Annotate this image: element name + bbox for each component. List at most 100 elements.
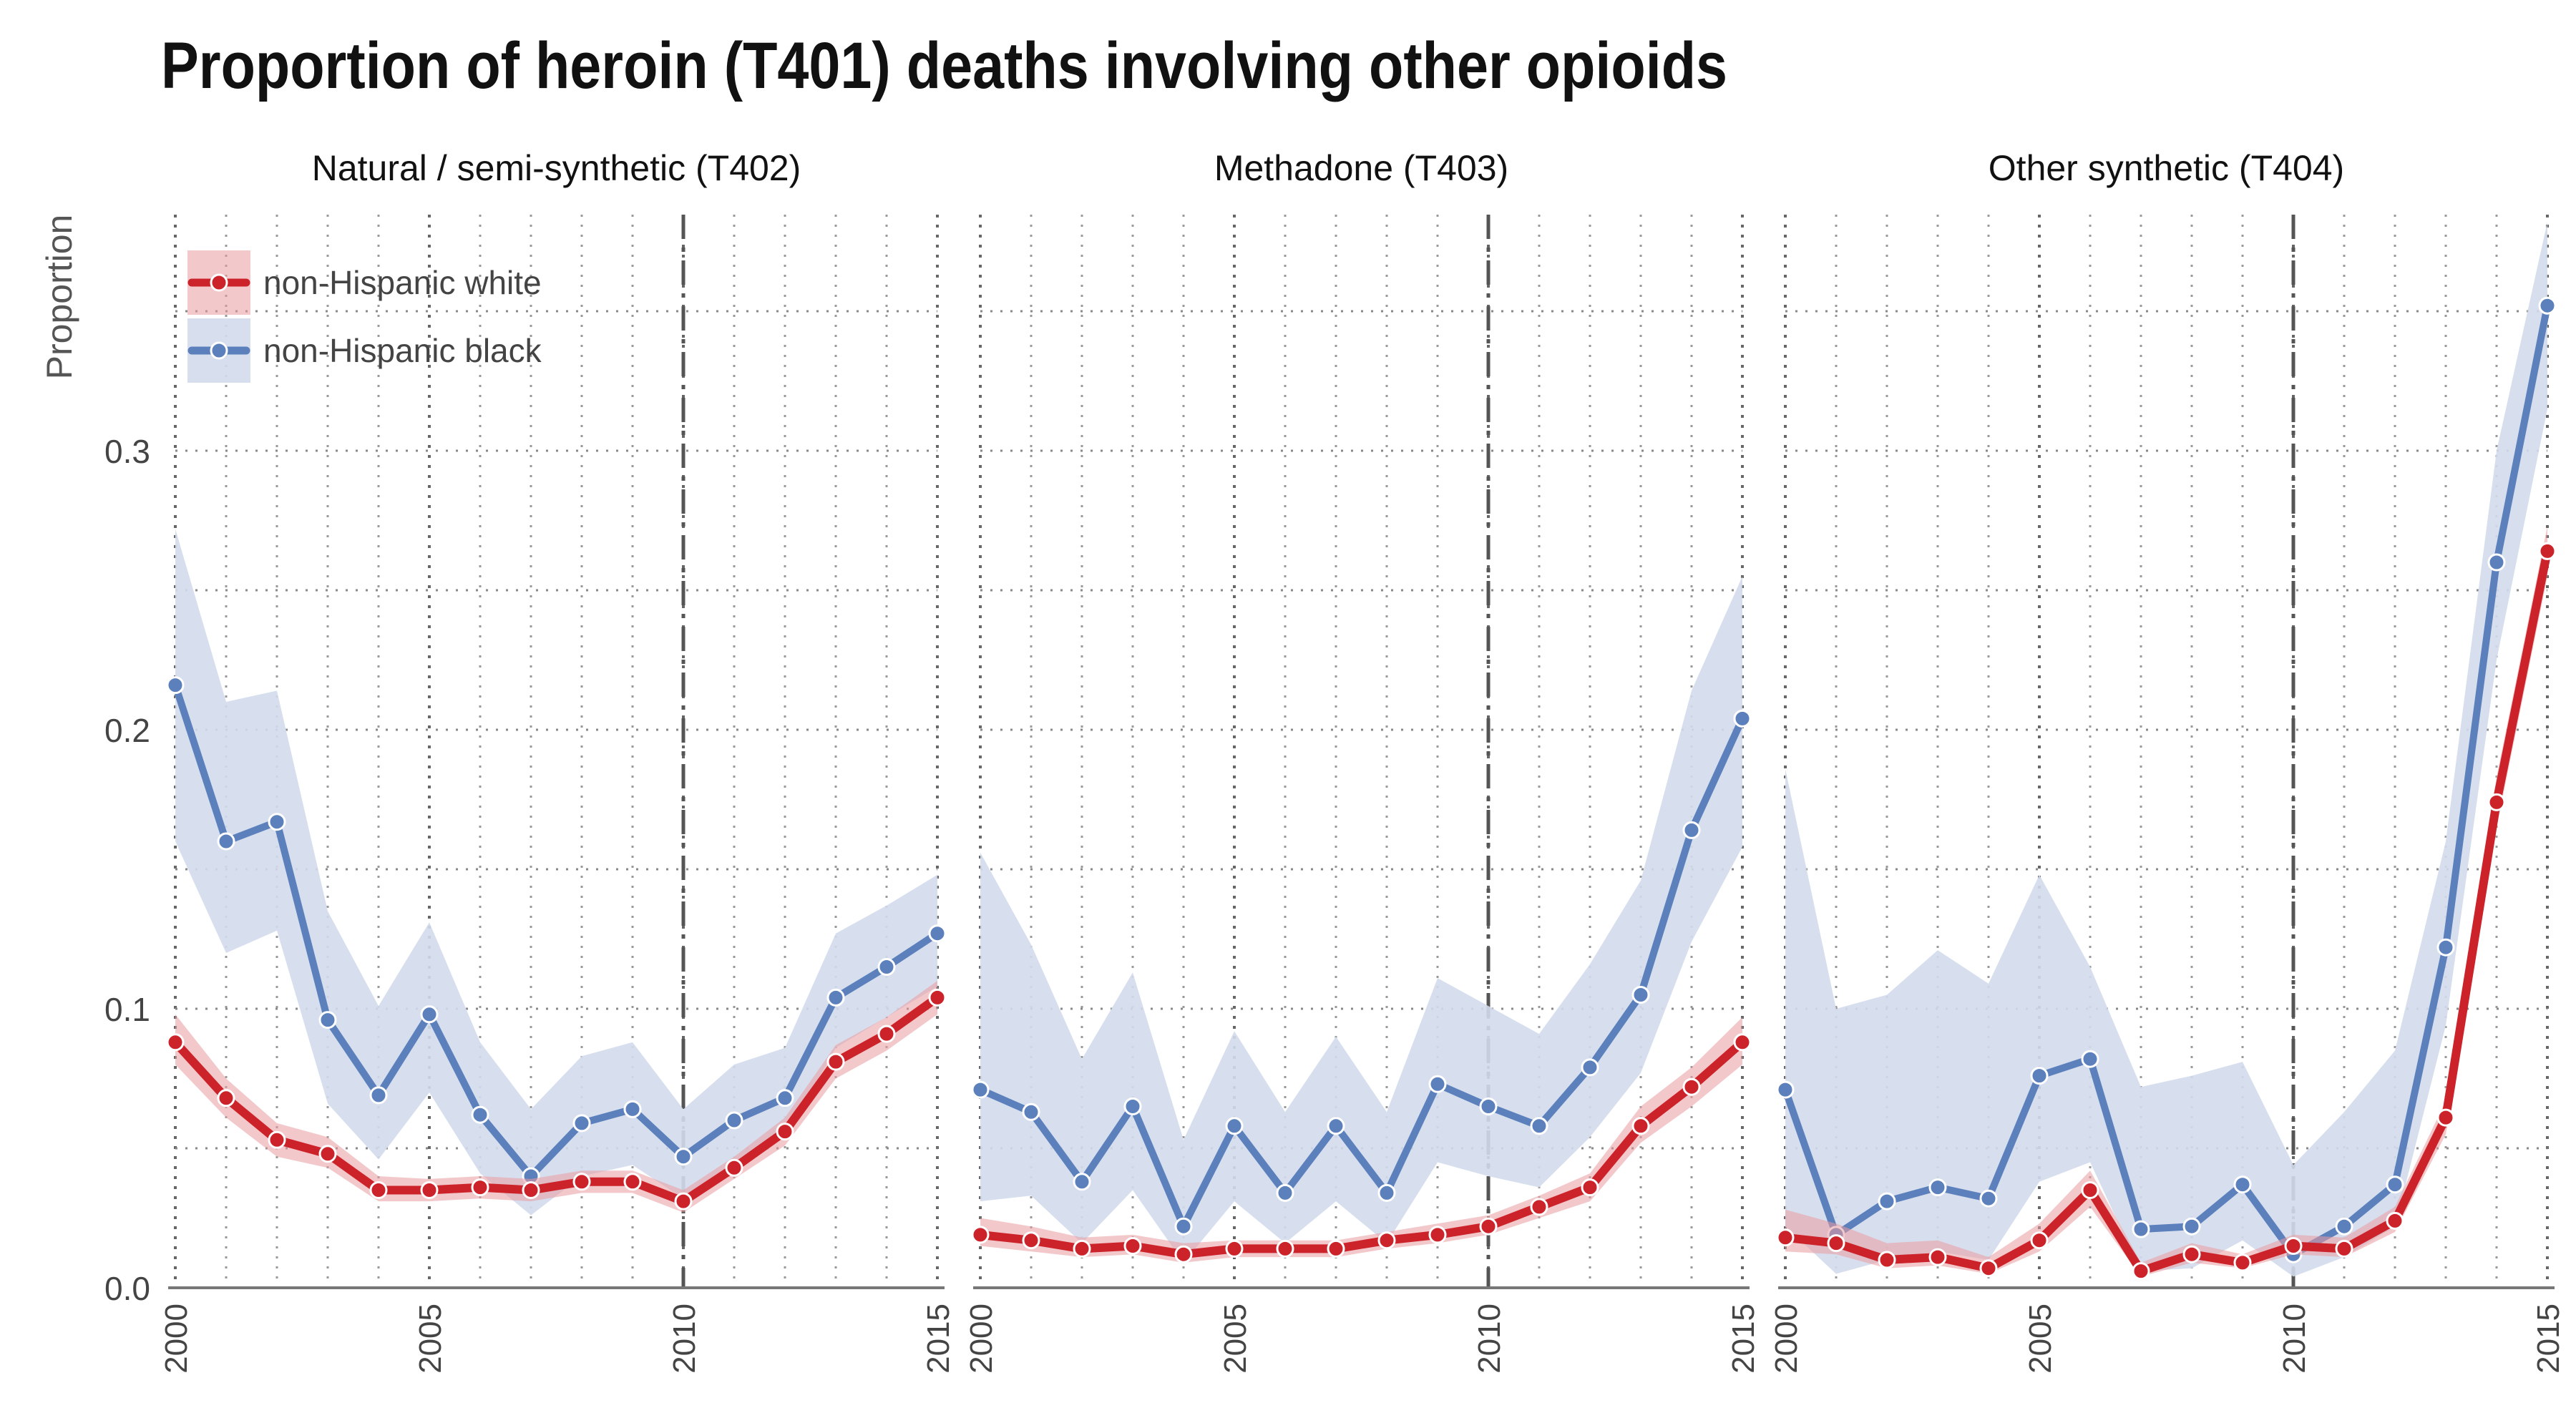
data-point-white: [725, 1158, 743, 1177]
data-point-white: [1581, 1178, 1599, 1197]
data-point-black: [2233, 1175, 2252, 1194]
data-point-white: [1530, 1198, 1548, 1216]
panel-3: Other synthetic (T404) 2000 2005 2010 2015: [1769, 148, 2566, 1374]
x-tick-label: 2015: [1726, 1304, 1761, 1374]
x-tick-label: 2015: [2531, 1304, 2566, 1374]
data-point-white: [623, 1173, 642, 1191]
data-point-white: [2538, 542, 2557, 560]
chart-title: Proportion of heroin (T401) deaths invol…: [161, 29, 1728, 102]
panel-1: Natural / semi-synthetic (T402) 2000 2005 2…: [159, 148, 956, 1374]
data-point-white: [2081, 1181, 2099, 1199]
legend-label: non-Hispanic white: [263, 264, 542, 301]
series-line-black: [172, 681, 941, 1180]
data-point-black: [1581, 1058, 1599, 1077]
data-point-black: [2335, 1217, 2353, 1236]
data-point-white: [1327, 1239, 1345, 1258]
data-point-black: [318, 1011, 337, 1030]
data-point-white: [2030, 1231, 2049, 1250]
data-point-white: [522, 1181, 540, 1199]
data-point-black: [166, 676, 185, 695]
data-point-white: [2386, 1211, 2404, 1230]
data-point-white: [2284, 1237, 2303, 1255]
data-point-black: [623, 1100, 642, 1118]
data-point-white: [971, 1226, 990, 1244]
data-point-white: [2132, 1262, 2150, 1281]
data-point-white: [1979, 1259, 1998, 1278]
data-point-black: [971, 1080, 990, 1099]
data-point-white: [1174, 1245, 1193, 1263]
data-point-black: [268, 813, 286, 831]
data-point-white: [1479, 1217, 1498, 1236]
data-point-white: [1631, 1117, 1650, 1135]
data-point-black: [2386, 1175, 2404, 1194]
data-point-black: [369, 1086, 388, 1105]
data-point-white: [1123, 1237, 1142, 1255]
data-point-white: [1776, 1228, 1795, 1247]
x-tick-label: 2010: [1472, 1304, 1507, 1374]
confidence-band-black: [1785, 222, 2547, 1277]
data-point-black: [572, 1114, 591, 1133]
panel-title: Natural / semi-synthetic (T402): [312, 148, 801, 188]
data-point-white: [2436, 1108, 2455, 1127]
data-point-white: [2233, 1253, 2252, 1272]
data-point-black: [1123, 1097, 1142, 1115]
data-point-white: [1276, 1239, 1294, 1258]
data-point-white: [217, 1089, 235, 1107]
data-point-black: [1878, 1192, 1896, 1211]
data-point-black: [1776, 1080, 1795, 1099]
data-point-black: [471, 1105, 489, 1124]
series-line-black: [1782, 302, 2551, 1258]
data-point-white: [1428, 1226, 1447, 1244]
legend: non-Hispanic white non-Hispanic black: [187, 250, 542, 383]
data-point-black: [826, 988, 845, 1007]
data-point-white: [268, 1130, 286, 1149]
data-point-black: [1733, 709, 1752, 728]
data-point-white: [1878, 1251, 1896, 1269]
x-tick-label: 2005: [413, 1304, 448, 1374]
data-point-white: [1733, 1033, 1752, 1052]
data-point-white: [877, 1025, 896, 1043]
data-point-black: [1928, 1178, 1947, 1197]
x-tick-label: 2015: [921, 1304, 956, 1374]
y-tick-label: 0.2: [104, 712, 150, 749]
data-point-black: [420, 1005, 439, 1024]
y-axis-label: Proportion: [39, 215, 79, 380]
data-point-black: [1530, 1117, 1548, 1135]
data-point-white: [1377, 1231, 1396, 1250]
x-tick-label: 2005: [2023, 1304, 2058, 1374]
data-point-black: [1428, 1075, 1447, 1093]
data-point-white: [2487, 793, 2506, 811]
data-point-white: [1073, 1239, 1091, 1258]
confidence-band-black: [175, 529, 937, 1216]
data-point-white: [166, 1033, 185, 1052]
data-point-black: [2132, 1220, 2150, 1238]
x-tick-label: 2000: [159, 1304, 194, 1374]
data-point-white: [674, 1192, 693, 1211]
data-point-white: [1022, 1231, 1040, 1250]
data-point-white: [1682, 1077, 1701, 1096]
data-point-white: [572, 1173, 591, 1191]
data-point-black: [928, 924, 947, 943]
x-tick-label: 2010: [667, 1304, 702, 1374]
data-point-white: [1827, 1234, 1845, 1253]
panel-title: Methadone (T403): [1214, 148, 1508, 188]
data-point-black: [1225, 1117, 1244, 1135]
data-point-black: [674, 1148, 693, 1166]
data-point-white: [1928, 1248, 1947, 1266]
y-tick-label: 0.1: [104, 991, 150, 1028]
y-tick-label: 0.0: [104, 1270, 150, 1307]
data-point-black: [1682, 821, 1701, 839]
data-point-black: [1631, 986, 1650, 1004]
series-line-white: [976, 1037, 1747, 1259]
data-point-black: [2081, 1050, 2099, 1068]
x-tick-label: 2000: [1769, 1304, 1804, 1374]
data-point-black: [217, 832, 235, 851]
data-point-white: [471, 1178, 489, 1197]
x-tick-label: 2005: [1218, 1304, 1253, 1374]
confidence-band-black: [980, 576, 1742, 1263]
data-point-black: [2538, 296, 2557, 315]
x-tick-label: 2000: [964, 1304, 999, 1374]
legend-swatch-point: [210, 341, 228, 360]
